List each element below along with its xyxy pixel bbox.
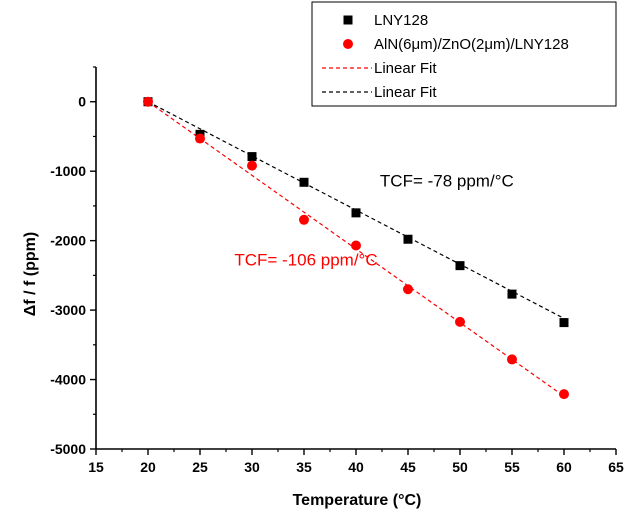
series-1-point [507, 289, 517, 299]
y-tick-label: 0 [78, 94, 86, 110]
series-2-point [195, 133, 205, 144]
legend: LNY128 AlN(6μm)/ZnO(2μm)/LNY128 Linear Fit… [311, 1, 617, 107]
x-tick-label: 60 [556, 459, 572, 475]
x-tick-label: 30 [244, 459, 260, 475]
series-2-point [507, 354, 517, 365]
series-1-point [247, 152, 257, 162]
legend-marker-circle [343, 39, 353, 49]
x-tick-label: 45 [400, 459, 416, 475]
y-tick-label: -4000 [50, 372, 86, 388]
series-2-point [403, 284, 413, 295]
y-axis-title: Δf / f (ppm) [22, 232, 39, 316]
legend-label: Linear Fit [374, 60, 437, 77]
data-markers [143, 96, 569, 400]
x-tick-label: 15 [88, 459, 104, 475]
y-tick-label: -5000 [50, 441, 86, 457]
legend-box [311, 1, 617, 107]
tcf-annotation-2: TCF= -106 ppm/°C [234, 251, 377, 270]
x-tick-label: 50 [452, 459, 468, 475]
series-2-point [299, 214, 309, 225]
legend-label: LNY128 [374, 12, 428, 29]
legend-label: AlN(6μm)/ZnO(2μm)/LNY128 [374, 36, 569, 53]
legend-label: Linear Fit [374, 84, 437, 101]
series-1-point [299, 177, 309, 187]
x-tick-label: 65 [608, 459, 624, 475]
series-2-point [351, 240, 361, 251]
series-2-point [247, 160, 257, 171]
series-2-point [559, 389, 569, 400]
annotations: TCF= -78 ppm/°C TCF= -106 ppm/°C [234, 171, 513, 269]
series-1-point [351, 208, 361, 218]
tcf-annotation-1: TCF= -78 ppm/°C [380, 171, 514, 190]
series-1-point [455, 261, 465, 271]
x-tick-label: 55 [504, 459, 520, 475]
y-tick-label: -3000 [50, 302, 86, 318]
x-tick-label: 35 [296, 459, 312, 475]
x-tick-label: 25 [192, 459, 208, 475]
series-2-point [143, 96, 153, 107]
series-2-point [455, 316, 465, 327]
x-tick-label: 20 [140, 459, 156, 475]
series-1-point [559, 318, 569, 328]
x-axis-title: Temperature (°C) [293, 492, 422, 509]
legend-marker-square [343, 15, 353, 25]
x-tick-label: 40 [348, 459, 364, 475]
y-tick-label: -1000 [50, 163, 86, 179]
y-tick-label: -2000 [50, 233, 86, 249]
series-1-point [403, 234, 413, 244]
axes: 15 20 25 30 35 40 45 50 55 60 65 0 -1000 -2000 -3000 -4… [50, 66, 624, 475]
